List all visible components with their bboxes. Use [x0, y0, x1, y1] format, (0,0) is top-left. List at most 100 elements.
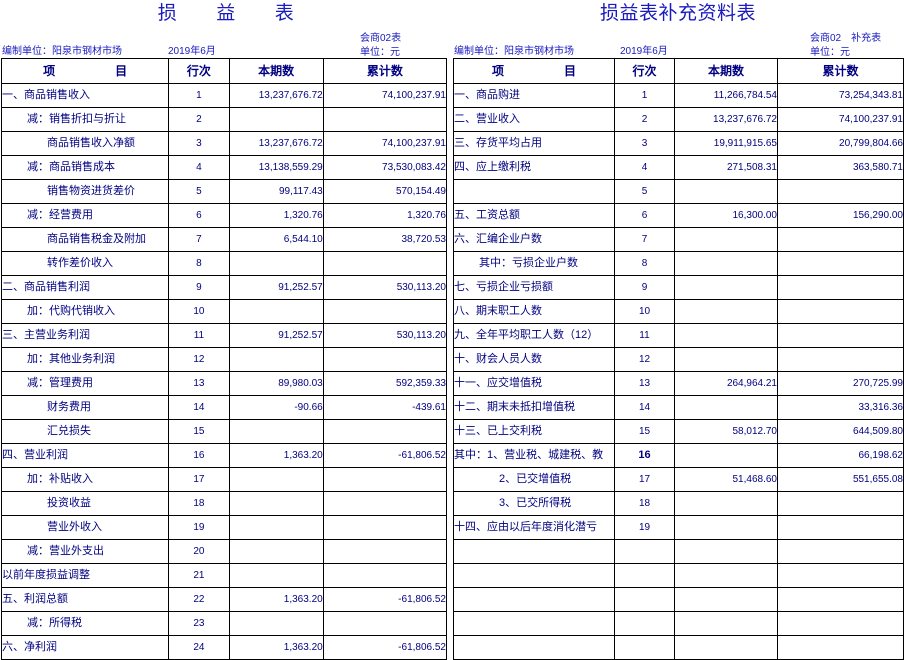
- table-header-row: 项 目 行次 本期数 累计数: [453, 58, 904, 84]
- cell-line-no: 11: [614, 323, 675, 348]
- column-header-line-no: 行次: [614, 58, 675, 84]
- cell-current-amount: [228, 251, 324, 276]
- cell-line-no: [614, 539, 675, 564]
- cell-line-no: [614, 587, 675, 612]
- cell-cumulative-amount: 66,198.62: [777, 443, 904, 468]
- cell-cumulative-amount: 156,290.00: [777, 203, 904, 228]
- cell-item: 八、期末职工人数: [453, 299, 615, 324]
- table-row: 减：所得税 23: [0, 611, 448, 636]
- table-row: [453, 563, 904, 588]
- cell-current-amount: [674, 539, 778, 564]
- cell-item: 十一、应交增值税: [453, 371, 615, 396]
- cell-current-amount: [228, 347, 324, 372]
- cell-cumulative-amount: [322, 563, 448, 588]
- table-row: 十一、应交增值税 13 264,964.21 270,725.99: [453, 371, 904, 396]
- cell-current-amount: [228, 467, 324, 492]
- cell-item: 减：所得税: [0, 611, 170, 636]
- cell-line-no: 2: [614, 107, 675, 132]
- cell-cumulative-amount: [777, 347, 904, 372]
- cell-current-amount: [228, 563, 324, 588]
- cell-cumulative-amount: 270,725.99: [777, 371, 904, 396]
- cell-line-no: 3: [614, 131, 675, 156]
- cell-item: 投资收益: [0, 491, 170, 516]
- cell-cumulative-amount: [777, 227, 904, 252]
- cell-line-no: [614, 563, 675, 588]
- table-row: 减：销售折扣与折让 2: [0, 107, 448, 132]
- cell-item: 一、商品购进: [453, 83, 615, 108]
- cell-line-no: 17: [168, 467, 230, 492]
- table-row: 3、已交所得税 18: [453, 491, 904, 516]
- cell-current-amount: [674, 395, 778, 420]
- cell-line-no: 12: [168, 347, 230, 372]
- cell-current-amount: 1,363.20: [228, 587, 324, 612]
- cell-current-amount: [674, 611, 778, 636]
- table-row: 商品销售税金及附加 7 6,544.10 38,720.53: [0, 227, 448, 252]
- table-row: 二、营业收入 2 13,237,676.72 74,100,237.91: [453, 107, 904, 132]
- page-title-left: 损 益 表: [157, 3, 295, 24]
- table-row: 减：管理费用 13 89,980.03 592,359.33: [0, 371, 448, 396]
- cell-line-no: 9: [168, 275, 230, 300]
- table-row: [453, 539, 904, 564]
- cell-cumulative-amount: [777, 635, 904, 660]
- table-row: 转作差价收入 8: [0, 251, 448, 276]
- cell-item: [453, 611, 615, 636]
- cell-item: 以前年度损益调整: [0, 563, 170, 588]
- cell-cumulative-amount: 592,359.33: [322, 371, 448, 396]
- cell-cumulative-amount: [777, 275, 904, 300]
- cell-line-no: 18: [168, 491, 230, 516]
- cell-current-amount: [674, 347, 778, 372]
- table-row: 2、已交增值税 17 51,468.60 551,655.08: [453, 467, 904, 492]
- cell-item: 九、全年平均职工人数（12）: [453, 323, 615, 348]
- supplementary-statement-panel: 损益表补充资料表 编制单位：阳泉市钢材市场 2019年6月 会商02 补充表 单…: [452, 0, 904, 660]
- table-row: 减：经营费用 6 1,320.76 1,320.76: [0, 203, 448, 228]
- cell-item: 汇兑损失: [0, 419, 170, 444]
- cell-item: [453, 587, 615, 612]
- cell-item: 五、工资总额: [453, 203, 615, 228]
- cell-cumulative-amount: [322, 299, 448, 324]
- cell-line-no: 12: [614, 347, 675, 372]
- cell-current-amount: [228, 419, 324, 444]
- cell-current-amount: 19,911,915.65: [674, 131, 778, 156]
- cell-line-no: 3: [168, 131, 230, 156]
- cell-line-no: 14: [614, 395, 675, 420]
- column-header-cumulative: 累计数: [322, 58, 448, 84]
- currency-unit-right: 单位：元: [810, 47, 850, 58]
- cell-item: 三、存货平均占用: [453, 131, 615, 156]
- cell-cumulative-amount: [777, 563, 904, 588]
- cell-item: 十二、期末未抵扣增值税: [453, 395, 615, 420]
- cell-line-no: 7: [614, 227, 675, 252]
- table-row: 十二、期末未抵扣增值税 14 33,316.36: [453, 395, 904, 420]
- cell-item: 减：管理费用: [0, 371, 170, 396]
- cell-current-amount: 99,117.43: [228, 179, 324, 204]
- cell-item: 四、应上缴利税: [453, 155, 615, 180]
- cell-cumulative-amount: -61,806.52: [322, 635, 448, 660]
- cell-item: 加：代购代销收入: [0, 299, 170, 324]
- cell-current-amount: [674, 179, 778, 204]
- cell-item: 3、已交所得税: [453, 491, 615, 516]
- cell-cumulative-amount: 38,720.53: [322, 227, 448, 252]
- cell-current-amount: 13,237,676.72: [228, 131, 324, 156]
- table-row: [453, 587, 904, 612]
- report-period-right: 2019年6月: [620, 46, 668, 57]
- cell-current-amount: [228, 611, 324, 636]
- table-row: 十四、应由以后年度消化潜亏 19: [453, 515, 904, 540]
- cell-current-amount: [674, 563, 778, 588]
- cell-cumulative-amount: [322, 347, 448, 372]
- cell-current-amount: 264,964.21: [674, 371, 778, 396]
- cell-current-amount: [674, 323, 778, 348]
- table-body: 一、商品销售收入 1 13,237,676.72 74,100,237.91 减：销售折…: [0, 83, 448, 660]
- cell-item: 三、主营业务利润: [0, 323, 170, 348]
- income-statement-table: 项 目 行次 本期数 累计数 一、商品销售收入 1 13,237,676.72 74,…: [0, 58, 448, 660]
- report-meta-left: 编制单位：阳泉市钢材市场 2019年6月 会商02表 单位：元: [0, 28, 452, 58]
- table-header-row: 项 目 行次 本期数 累计数: [0, 58, 448, 84]
- cell-cumulative-amount: 74,100,237.91: [322, 131, 448, 156]
- cell-current-amount: [674, 251, 778, 276]
- table-row: [453, 611, 904, 636]
- table-row: [453, 635, 904, 660]
- column-header-line-no: 行次: [168, 58, 230, 84]
- table-row: 六、净利润 24 1,363.20 -61,806.52: [0, 635, 448, 660]
- cell-line-no: 6: [168, 203, 230, 228]
- cell-item: 商品销售收入净额: [0, 131, 170, 156]
- cell-cumulative-amount: [322, 611, 448, 636]
- column-header-current: 本期数: [674, 58, 778, 84]
